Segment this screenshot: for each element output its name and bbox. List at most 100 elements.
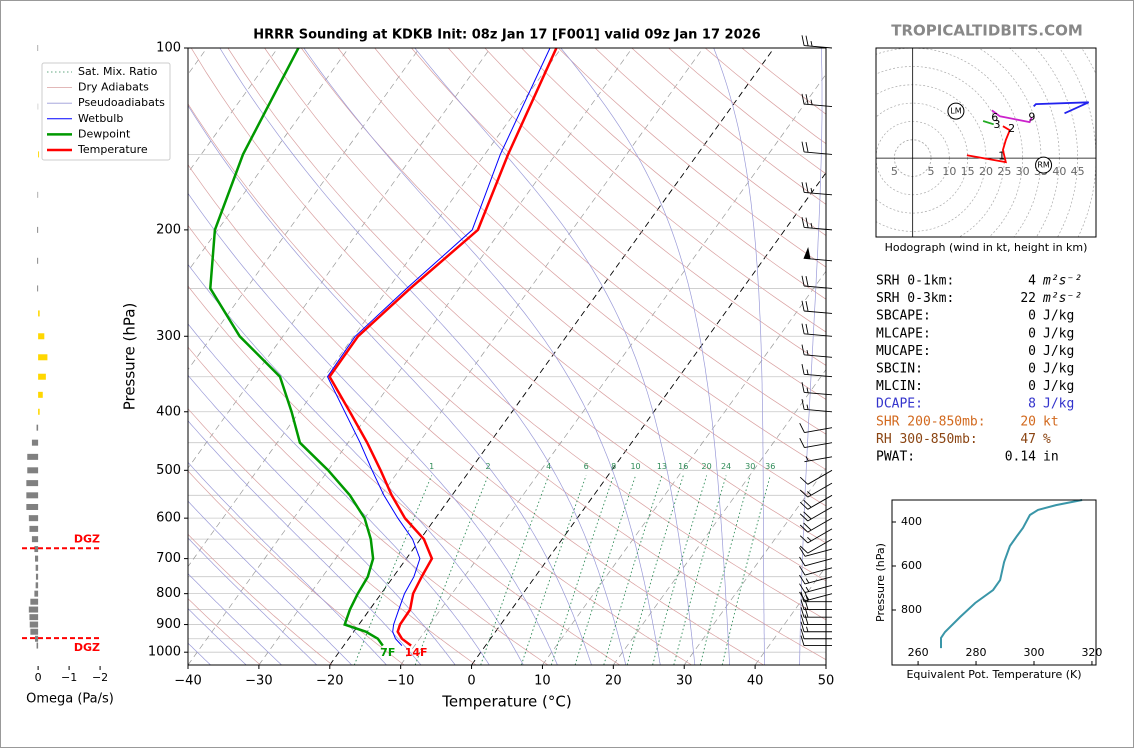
- x-tick-label: −20: [316, 674, 343, 689]
- x-tick-label: 30: [1016, 165, 1030, 178]
- stat-value: 0: [1028, 362, 1036, 377]
- legend-label: Wetbulb: [78, 112, 123, 125]
- x-tick-label: 40: [747, 674, 764, 689]
- title: HRRR Sounding at KDKB Init: 08z Jan 17 […: [253, 28, 760, 43]
- stat-label: PWAT:: [876, 450, 915, 465]
- stat-label: MLCIN:: [876, 379, 923, 394]
- omega-bar: [37, 285, 38, 291]
- stat-unit: J/kg: [1043, 326, 1074, 341]
- omega-bar: [37, 643, 39, 649]
- x-tick-label: −1: [61, 671, 77, 684]
- height-label: 2: [1008, 122, 1015, 135]
- omega-bar: [35, 556, 38, 562]
- dgz-label: DGZ: [74, 532, 100, 545]
- stat-label: MUCAPE:: [876, 344, 931, 359]
- stat-value: 20: [1020, 414, 1036, 429]
- x-axis-label: Omega (Pa/s): [26, 692, 114, 707]
- stat-value: 0.14: [1005, 450, 1036, 465]
- omega-bar: [29, 607, 38, 613]
- x-tick-label: 20: [605, 674, 622, 689]
- legend-label: Dewpoint: [78, 127, 131, 140]
- omega-bar: [37, 425, 39, 431]
- stat-label: SRH 0-1km:: [876, 274, 954, 289]
- y-tick-label: 600: [156, 511, 181, 526]
- stat-value: 4: [1028, 274, 1036, 289]
- height-label: 9: [1028, 110, 1035, 123]
- x-tick-label: 300: [1023, 646, 1044, 659]
- caption: Hodograph (wind in kt, height in km): [885, 241, 1088, 254]
- mixing-ratio-label: 36: [765, 462, 775, 471]
- omega-bar: [37, 227, 38, 233]
- omega-bar: [26, 492, 38, 498]
- omega-bar: [38, 409, 40, 415]
- stat-value: 0: [1028, 326, 1036, 341]
- stat-unit: J/kg: [1043, 309, 1074, 324]
- x-tick-label: 280: [966, 646, 987, 659]
- x-tick-label: 15: [961, 165, 975, 178]
- stat-label: SBCAPE:: [876, 309, 931, 324]
- y-tick-label: 400: [156, 404, 181, 419]
- omega-bar: [36, 582, 38, 588]
- omega-bar: [26, 504, 38, 510]
- dgz-label: DGZ: [74, 641, 100, 654]
- x-tick-label: 20: [979, 165, 993, 178]
- y-tick-label: 400: [901, 515, 922, 528]
- y-tick-label: 300: [156, 329, 181, 344]
- x-tick-label: 45: [1071, 165, 1085, 178]
- y-tick-label: 100: [156, 41, 181, 56]
- y-tick-label: 200: [156, 222, 181, 237]
- mixing-ratio-label: 6: [584, 462, 589, 471]
- stat-label: DCAPE:: [876, 397, 923, 412]
- stat-label: SHR 200-850mb:: [876, 414, 986, 429]
- mixing-ratio-label: 2: [486, 462, 491, 471]
- mixing-ratio-label: 4: [546, 462, 551, 471]
- y-axis-label: Pressure (hPa): [874, 543, 887, 622]
- omega-bar: [34, 591, 38, 597]
- height-label: 1: [998, 149, 1005, 162]
- omega-bar: [29, 526, 38, 532]
- x-tick-label: 0: [467, 674, 475, 689]
- y-tick-label: 800: [156, 586, 181, 601]
- mixing-ratio-label: 20: [702, 462, 712, 471]
- omega-bar: [29, 515, 38, 521]
- stat-unit: J/kg: [1043, 362, 1074, 377]
- stat-label: RH 300-850mb:: [876, 432, 978, 447]
- stat-unit: kt: [1043, 414, 1059, 429]
- surface-label: 14F: [405, 646, 428, 659]
- omega-bar: [38, 151, 39, 157]
- y-axis-label: Pressure (hPa): [121, 303, 139, 411]
- stat-unit: in: [1043, 450, 1059, 465]
- stat-label: SRH 0-3km:: [876, 291, 954, 306]
- x-tick-label: 10: [534, 674, 551, 689]
- stat-unit: m²s⁻²: [1042, 274, 1082, 289]
- omega-bar: [37, 45, 38, 51]
- omega-bar: [27, 454, 38, 460]
- stat-unit: J/kg: [1043, 379, 1074, 394]
- x-tick-label: −40: [174, 674, 201, 689]
- y-tick-label: 800: [901, 603, 922, 616]
- omega-bar: [38, 333, 44, 339]
- x-tick-label: −10: [387, 674, 414, 689]
- stat-value: 22: [1020, 291, 1036, 306]
- omega-bar: [36, 574, 38, 580]
- omega-bar: [30, 599, 38, 605]
- mixing-ratio-label: 13: [657, 462, 667, 471]
- y-tick-label: 700: [156, 551, 181, 566]
- x-axis-label: Temperature (°C): [441, 693, 571, 711]
- stat-value: 47: [1020, 432, 1036, 447]
- omega-bar: [35, 636, 38, 642]
- y-tick-label: 500: [156, 463, 181, 478]
- omega-bar: [37, 192, 38, 198]
- omega-bar: [37, 258, 38, 264]
- x-tick-label: 260: [908, 646, 929, 659]
- y-tick-label: 900: [156, 617, 181, 632]
- storm-motion-label: RM: [1037, 161, 1050, 170]
- x-tick-label: 10: [942, 165, 956, 178]
- stat-value: 0: [1028, 309, 1036, 324]
- omega-bar: [38, 310, 40, 316]
- stat-value: 8: [1028, 397, 1036, 412]
- x-tick-label: 5: [891, 165, 898, 178]
- x-tick-label: 50: [818, 674, 835, 689]
- legend-label: Dry Adiabats: [78, 81, 149, 94]
